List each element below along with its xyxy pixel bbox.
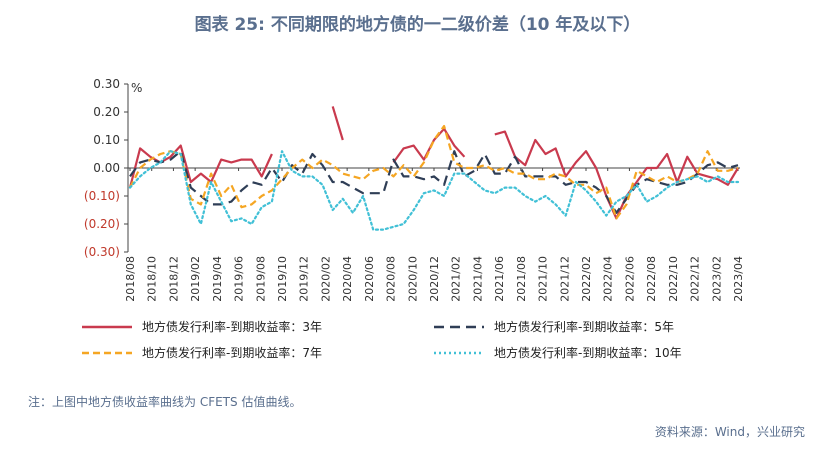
legend-label-3y: 地方债发行利率-到期收益率：3年 [142, 320, 322, 334]
x-tick-label: 2021/12 [558, 256, 571, 302]
x-tick-label: 2020/02 [319, 256, 332, 302]
y-unit-label: % [131, 81, 142, 95]
x-tick-label: 2019/08 [254, 256, 267, 302]
x-tick-label: 2021/10 [537, 256, 550, 302]
x-tick-label: 2022/02 [580, 256, 593, 302]
x-tick-label: 2023/04 [732, 256, 745, 302]
x-tick-label: 2020/12 [428, 256, 441, 302]
x-tick-label: 2020/10 [406, 256, 419, 302]
chart-title: 图表 25: 不同期限的地方债的一二级价差（10 年及以下） [194, 15, 641, 35]
x-tick-label: 2022/12 [689, 256, 702, 302]
legend-label-7y: 地方债发行利率-到期收益率：7年 [142, 346, 322, 360]
y-tick-label: (0.20) [84, 217, 120, 231]
x-tick-label: 2018/08 [124, 256, 137, 302]
legend-label-10y: 地方债发行利率-到期收益率：10年 [494, 346, 682, 360]
x-tick-label: 2020/04 [341, 256, 354, 302]
x-tick-label: 2019/04 [211, 256, 224, 302]
footnote: 注：上图中地方债收益率曲线为 CFETS 估值曲线。 [28, 395, 302, 409]
legend-item-5y: 地方债发行利率-到期收益率：5年 [432, 318, 674, 335]
x-tick-label: 2019/06 [233, 256, 246, 302]
x-tick-label: 2022/08 [645, 256, 658, 302]
x-tick-label: 2023/02 [710, 256, 723, 302]
x-tick-label: 2021/06 [493, 256, 506, 302]
series-line-0 [392, 127, 466, 164]
legend-item-3y: 地方债发行利率-到期收益率：3年 [80, 318, 322, 335]
x-tick-label: 2022/10 [667, 256, 680, 302]
y-tick-label: 0.10 [93, 133, 120, 147]
series-line-0 [331, 106, 344, 141]
y-tick-label: 0.30 [93, 77, 120, 91]
source-text: 资料来源：Wind，兴业研究 [654, 425, 805, 439]
legend: 地方债发行利率-到期收益率：3年 地方债发行利率-到期收益率：5年 地方债发行利… [80, 318, 780, 368]
x-tick-label: 2019/02 [189, 256, 202, 302]
legend-label-5y: 地方债发行利率-到期收益率：5年 [494, 320, 674, 334]
x-tick-label: 2021/04 [471, 256, 484, 302]
x-tick-label: 2022/06 [623, 256, 636, 302]
legend-item-10y: 地方债发行利率-到期收益率：10年 [432, 344, 682, 361]
x-tick-label: 2021/02 [450, 256, 463, 302]
y-tick-label: 0.20 [93, 105, 120, 119]
series-line-0 [494, 130, 739, 220]
y-tick-label: (0.30) [84, 245, 120, 259]
x-tick-label: 2022/04 [602, 256, 615, 302]
x-tick-label: 2019/12 [298, 256, 311, 302]
y-tick-label: 0.00 [93, 161, 120, 175]
series-line-3 [128, 150, 740, 231]
x-tick-label: 2020/06 [363, 256, 376, 302]
x-tick-label: 2019/10 [276, 256, 289, 302]
x-tick-label: 2018/10 [146, 256, 159, 302]
x-tick-label: 2020/08 [385, 256, 398, 302]
legend-item-7y: 地方债发行利率-到期收益率：7年 [80, 344, 322, 361]
x-tick-label: 2018/12 [167, 256, 180, 302]
y-tick-label: (0.10) [84, 189, 120, 203]
x-tick-label: 2021/08 [515, 256, 528, 302]
